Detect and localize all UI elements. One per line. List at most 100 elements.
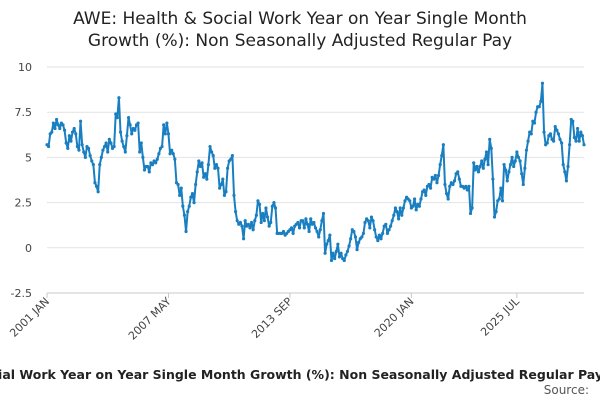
data-point[interactable] (414, 208, 418, 212)
data-point[interactable] (353, 235, 358, 239)
data-point[interactable] (376, 238, 380, 243)
data-point[interactable] (208, 144, 212, 149)
data-point[interactable] (552, 139, 556, 143)
data-point[interactable] (515, 150, 519, 154)
data-point[interactable] (539, 99, 543, 103)
data-point[interactable] (505, 179, 509, 183)
data-point[interactable] (261, 211, 265, 216)
data-point[interactable] (571, 119, 575, 123)
data-point[interactable] (320, 219, 324, 223)
data-point[interactable] (526, 139, 530, 143)
data-point[interactable] (329, 258, 334, 263)
data-point[interactable] (508, 163, 513, 167)
data-point[interactable] (403, 199, 407, 203)
data-point[interactable] (221, 177, 225, 181)
data-point[interactable] (192, 201, 196, 205)
data-point[interactable] (187, 204, 191, 208)
data-point[interactable] (334, 249, 338, 254)
data-point[interactable] (513, 159, 517, 163)
data-point[interactable] (142, 168, 147, 172)
data-point[interactable] (267, 224, 271, 228)
data-point[interactable] (176, 182, 180, 187)
data-point[interactable] (168, 152, 172, 156)
data-point[interactable] (179, 186, 183, 190)
data-point[interactable] (504, 168, 508, 172)
data-point[interactable] (352, 229, 356, 234)
data-point[interactable] (307, 229, 311, 234)
data-point[interactable] (366, 219, 370, 223)
data-point[interactable] (262, 219, 266, 223)
data-point[interactable] (83, 155, 87, 159)
data-point[interactable] (360, 235, 364, 239)
data-point[interactable] (64, 141, 68, 145)
data-point[interactable] (78, 119, 83, 123)
data-point[interactable] (181, 204, 185, 208)
data-point[interactable] (297, 226, 302, 230)
data-point[interactable] (118, 130, 123, 134)
data-point[interactable] (481, 166, 485, 170)
data-point[interactable] (489, 146, 493, 150)
data-point[interactable] (289, 226, 294, 230)
data-point[interactable] (232, 193, 236, 197)
data-point[interactable] (273, 206, 278, 210)
data-point[interactable] (70, 130, 75, 134)
data-point[interactable] (194, 182, 198, 187)
data-point[interactable] (326, 238, 330, 243)
data-point[interactable] (347, 244, 351, 248)
data-point[interactable] (576, 126, 580, 131)
data-point[interactable] (464, 184, 468, 188)
data-point[interactable] (333, 257, 337, 261)
data-point[interactable] (486, 163, 490, 167)
data-point[interactable] (141, 155, 145, 159)
data-point[interactable] (157, 152, 161, 156)
data-point[interactable] (147, 170, 151, 174)
data-point[interactable] (281, 229, 286, 234)
data-point[interactable] (368, 226, 372, 230)
data-point[interactable] (412, 197, 417, 201)
data-point[interactable] (238, 220, 242, 225)
data-point[interactable] (542, 130, 546, 134)
data-point[interactable] (69, 139, 73, 143)
data-point[interactable] (173, 157, 177, 161)
data-point[interactable] (264, 206, 268, 210)
data-point[interactable] (94, 184, 99, 188)
data-point[interactable] (235, 219, 239, 223)
data-point[interactable] (189, 195, 193, 199)
data-point[interactable] (155, 157, 159, 161)
data-point[interactable] (483, 157, 487, 161)
data-point[interactable] (381, 231, 385, 235)
data-point[interactable] (443, 182, 447, 187)
data-point[interactable] (58, 126, 62, 131)
data-point[interactable] (195, 170, 199, 174)
data-point[interactable] (492, 215, 497, 219)
data-point[interactable] (130, 132, 134, 136)
data-point[interactable] (339, 251, 343, 255)
data-point[interactable] (309, 217, 313, 221)
data-point[interactable] (171, 152, 175, 156)
data-point[interactable] (524, 148, 529, 152)
data-point[interactable] (233, 210, 238, 214)
data-point[interactable] (435, 181, 439, 185)
data-point[interactable] (465, 188, 469, 192)
data-point[interactable] (77, 148, 81, 152)
data-point[interactable] (422, 188, 426, 192)
data-point[interactable] (216, 166, 220, 170)
data-point[interactable] (580, 134, 585, 138)
data-point[interactable] (106, 150, 110, 154)
data-point[interactable] (304, 217, 308, 221)
data-point[interactable] (125, 134, 129, 138)
data-point[interactable] (480, 159, 484, 163)
data-point[interactable] (162, 123, 166, 127)
data-point[interactable] (62, 128, 67, 132)
data-point[interactable] (566, 164, 570, 169)
data-point[interactable] (446, 197, 450, 201)
data-point[interactable] (385, 231, 390, 235)
data-point[interactable] (398, 206, 402, 210)
data-point[interactable] (323, 251, 327, 255)
data-point[interactable] (133, 128, 137, 132)
data-point[interactable] (361, 231, 366, 235)
data-point[interactable] (516, 155, 521, 159)
data-point[interactable] (93, 181, 97, 185)
data-point[interactable] (563, 170, 567, 174)
data-point[interactable] (521, 182, 525, 187)
